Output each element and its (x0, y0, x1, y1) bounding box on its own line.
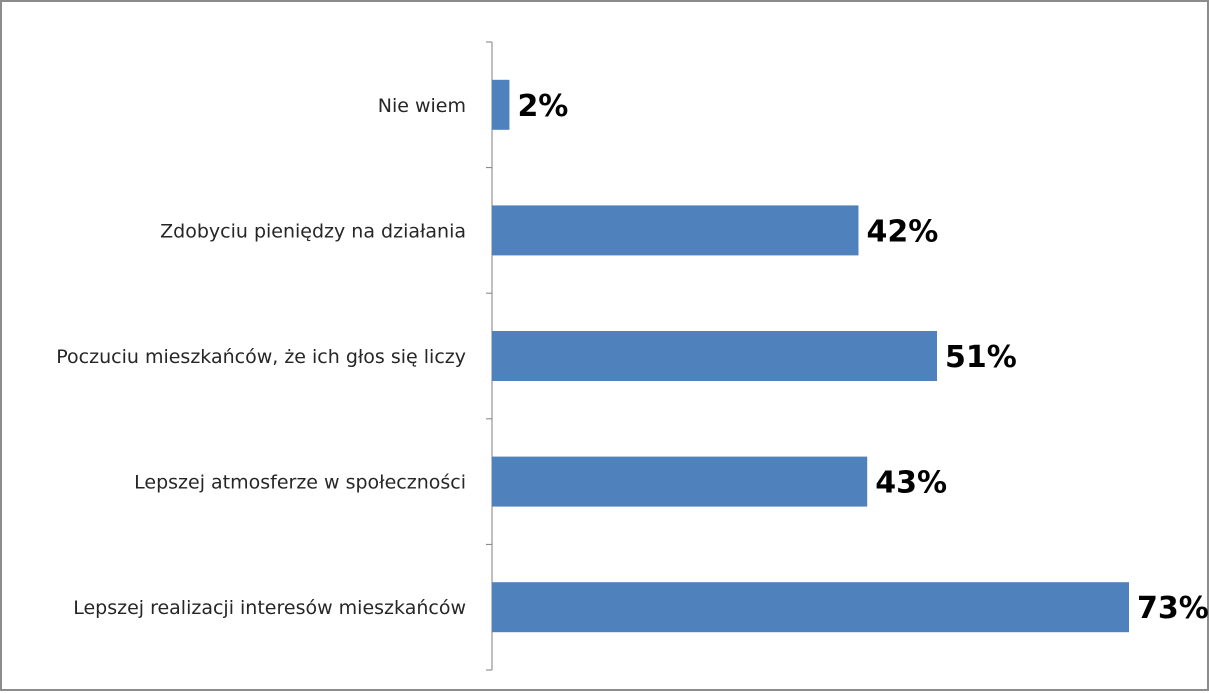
data-label: 42% (866, 214, 938, 249)
bar (492, 456, 868, 507)
data-label: 43% (875, 466, 947, 501)
bar (492, 205, 859, 256)
bar (492, 331, 938, 381)
bar (492, 79, 510, 130)
category-label: Poczuciu mieszkańców, że ich głos się li… (56, 346, 466, 368)
category-label: Lepszej atmosferze w społeczności (134, 472, 466, 494)
category-label: Lepszej realizacji interesów mieszkańców (73, 597, 466, 619)
data-label: 51% (945, 340, 1017, 375)
category-label: Nie wiem (378, 95, 466, 117)
data-label: 73% (1137, 591, 1209, 626)
data-label: 2% (517, 89, 568, 124)
bar (492, 582, 1129, 633)
category-label: Zdobyciu pieniędzy na działania (160, 220, 466, 242)
